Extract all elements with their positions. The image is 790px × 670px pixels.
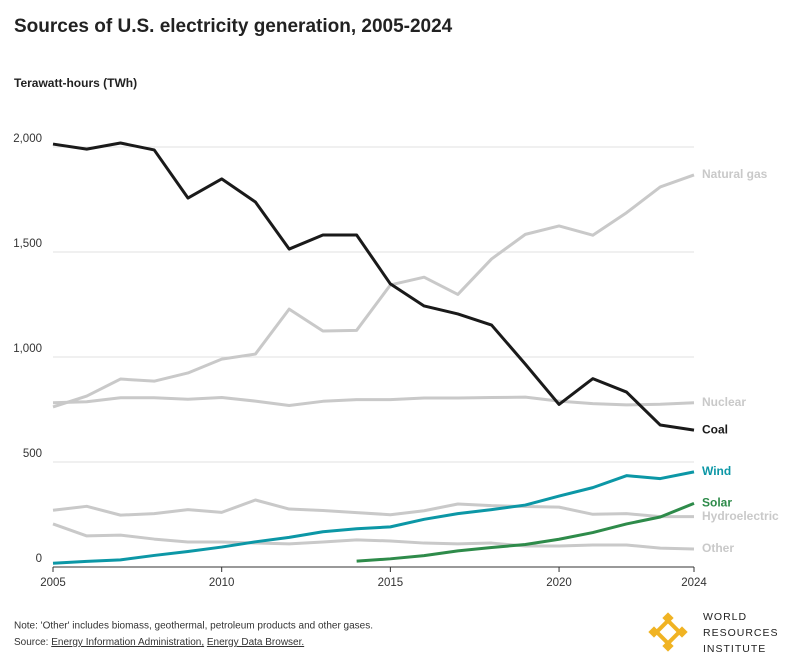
- series-line: [52, 498, 694, 519]
- y-tick-label: 0: [36, 553, 42, 565]
- series-line: [52, 141, 695, 432]
- y-tick-label: 500: [23, 448, 42, 460]
- y-tick-label: 1,500: [13, 238, 42, 250]
- logo-text: WORLD: [703, 611, 747, 623]
- series-label: Natural gas: [702, 167, 768, 181]
- source: Source: Energy Information Administratio…: [14, 637, 304, 648]
- source-prefix: Source:: [14, 637, 48, 648]
- series-label: Wind: [702, 464, 731, 478]
- y-axis-label: Terawatt-hours (TWh): [14, 76, 137, 90]
- x-tick-label: 2015: [378, 577, 404, 589]
- series-line: [52, 395, 695, 408]
- source-link[interactable]: Energy Information Administration,: [51, 637, 204, 648]
- series-line: [52, 522, 695, 551]
- x-tick-label: 2005: [40, 577, 66, 589]
- series-line: [356, 501, 695, 563]
- y-tick-label: 1,000: [13, 343, 42, 355]
- logo-text: RESOURCES: [703, 627, 779, 639]
- series-label: Nuclear: [702, 395, 746, 409]
- logo-text: INSTITUTE: [703, 643, 766, 655]
- series-label: Hydroelectric: [702, 509, 779, 523]
- x-tick-label: 2024: [681, 577, 707, 589]
- logo-mark: [648, 612, 688, 652]
- series-line: [52, 470, 695, 565]
- series-line: [52, 173, 695, 409]
- y-tick-label: 2,000: [13, 133, 42, 145]
- series-label: Other: [702, 541, 734, 555]
- chart-title: Sources of U.S. electricity generation, …: [14, 16, 453, 37]
- series-label: Coal: [702, 422, 728, 436]
- note: Note: 'Other' includes biomass, geotherm…: [14, 621, 373, 632]
- source-link[interactable]: Energy Data Browser.: [207, 637, 304, 648]
- x-tick-label: 2010: [209, 577, 235, 589]
- series-label: Solar: [702, 496, 732, 510]
- x-tick-label: 2020: [546, 577, 572, 589]
